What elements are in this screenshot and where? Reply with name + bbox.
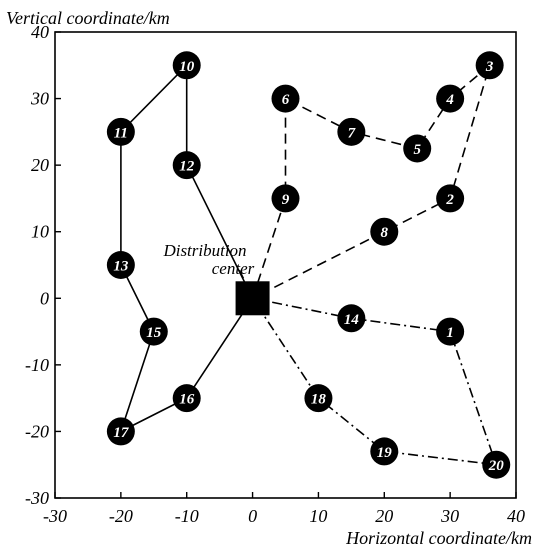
node-marker [172, 151, 201, 180]
customer-node-7: 7 [337, 117, 366, 146]
node-marker [436, 184, 465, 213]
customer-node-18: 18 [304, 384, 333, 413]
node-label: 19 [377, 445, 393, 461]
plot-frame [54, 31, 517, 499]
x-tick-label: 0 [248, 506, 257, 526]
node-label: 3 [485, 59, 494, 75]
node-label: 12 [179, 159, 195, 175]
node-label: 7 [348, 125, 356, 141]
node-label: 15 [146, 325, 162, 341]
customer-node-12: 12 [172, 151, 201, 180]
y-axis-title: Vertical coordinate/km [6, 8, 170, 28]
node-label: 14 [344, 312, 360, 328]
y-tick-label: -30 [25, 488, 49, 508]
node-label: 18 [311, 392, 327, 408]
x-tick-label: -10 [175, 506, 199, 526]
y-tick-label: 40 [31, 22, 49, 42]
customer-node-17: 17 [106, 417, 135, 446]
node-marker [172, 51, 201, 80]
node-marker [370, 217, 399, 246]
node-label: 2 [445, 192, 454, 208]
node-label: 9 [282, 192, 290, 208]
node-marker [106, 417, 135, 446]
y-tick-label: 20 [31, 155, 49, 175]
customer-node-15: 15 [139, 317, 168, 346]
node-marker [304, 384, 333, 413]
node-marker [106, 251, 135, 279]
node-label: 10 [179, 59, 195, 75]
node-label: 13 [113, 259, 129, 275]
node-label: 17 [113, 425, 129, 441]
node-marker [370, 437, 399, 466]
customer-node-9: 9 [271, 184, 300, 213]
node-label: 4 [445, 92, 454, 108]
customer-node-20: 20 [482, 450, 511, 479]
customer-node-19: 19 [370, 437, 399, 466]
node-label: 16 [179, 392, 195, 408]
node-marker [475, 51, 504, 80]
node-marker [172, 384, 201, 413]
customer-node-2: 2 [436, 184, 465, 213]
x-tick-label: 20 [375, 506, 393, 526]
depot-marker [235, 281, 270, 316]
node-label: 11 [114, 125, 128, 141]
customer-node-16: 16 [172, 384, 201, 413]
x-tick-label: 40 [507, 506, 525, 526]
customer-node-3: 3 [475, 51, 504, 80]
customer-node-11: 11 [106, 117, 135, 146]
y-tick-label: -10 [25, 355, 49, 375]
depot-pointer [239, 270, 245, 279]
x-tick-label: -20 [109, 506, 133, 526]
node-label: 6 [282, 92, 290, 108]
customer-node-14: 14 [337, 304, 366, 333]
node-label: 5 [413, 142, 421, 158]
distribution-center-label-line1: Distribution [162, 241, 246, 260]
node-marker [403, 134, 432, 163]
node-label: 8 [381, 225, 389, 241]
y-tick-label: 0 [40, 288, 49, 308]
y-tick-label: 10 [31, 222, 49, 242]
x-tick-label: 10 [309, 506, 327, 526]
x-tick-label: 30 [440, 506, 459, 526]
node-label: 1 [446, 325, 454, 341]
node-label: 20 [488, 458, 505, 474]
node-marker [271, 84, 300, 113]
route-dashed [251, 62, 492, 300]
x-axis-title: Horizontal coordinate/km [345, 528, 532, 548]
node-marker [337, 304, 366, 333]
distribution-center-label-line2: center [212, 259, 255, 278]
customer-node-10: 10 [172, 51, 201, 80]
customer-node-8: 8 [370, 217, 399, 246]
distribution-center: Distribution center [162, 241, 270, 316]
node-marker [139, 317, 168, 346]
y-tick-label: 30 [30, 89, 49, 109]
customer-node-4: 4 [436, 84, 465, 113]
customer-node-5: 5 [403, 134, 432, 163]
node-marker [436, 317, 465, 346]
node-marker [106, 117, 135, 146]
y-tick-label: -20 [25, 421, 49, 441]
x-tick-label: -30 [43, 506, 67, 526]
customer-node-6: 6 [271, 84, 300, 113]
node-marker [482, 450, 511, 479]
customer-node-13: 13 [106, 251, 135, 279]
node-marker [271, 184, 300, 213]
node-marker [436, 84, 465, 113]
customer-node-1: 1 [436, 317, 465, 346]
node-marker [337, 117, 366, 146]
axis-ticks: -30 -20 -10 0 10 20 30 40 -30 -20 -10 0 10 20 30 40 [25, 22, 525, 526]
